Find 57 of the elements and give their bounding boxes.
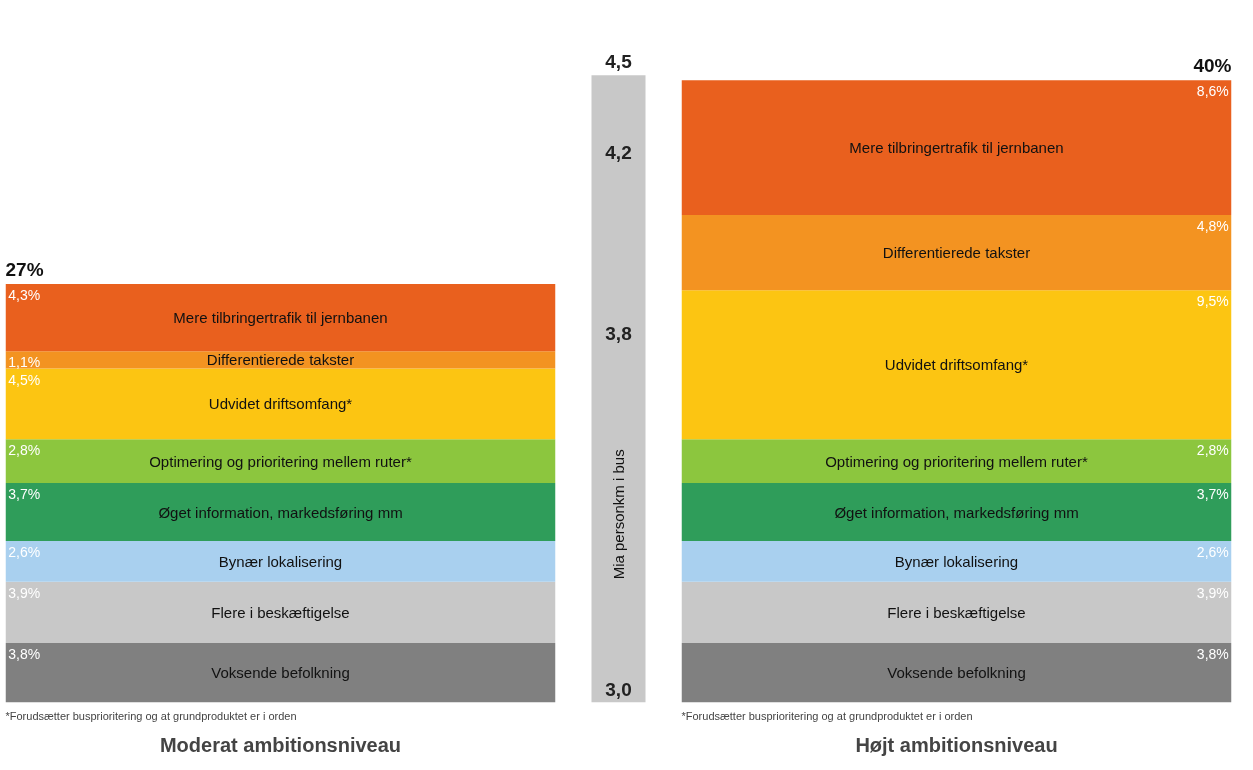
data-label: 1,1% xyxy=(8,354,41,371)
bar xyxy=(5,283,556,352)
bar xyxy=(681,439,1232,484)
bar xyxy=(681,214,1232,291)
data-label: 4,5% xyxy=(8,371,41,388)
data-label: 3,8% xyxy=(8,645,41,662)
series-label: Udvidet driftsomfang* xyxy=(884,356,1029,374)
bar xyxy=(681,581,1232,643)
text: Mia personkm i bus xyxy=(610,449,627,580)
text: *Forudsætter busprioritering og at grundproduktet er i orden xyxy=(681,709,973,722)
series-label: Optimering og prioritering mellem ruter* xyxy=(149,452,412,470)
bar xyxy=(681,80,1232,215)
bar xyxy=(5,581,556,643)
data-label: 2,6% xyxy=(8,544,41,561)
text: 4,2 xyxy=(605,141,632,163)
bar xyxy=(5,541,556,582)
data-label: 2,8% xyxy=(8,442,41,459)
text: 3,8 xyxy=(605,323,632,345)
total-label: 40% xyxy=(1193,55,1232,77)
total-label: 27% xyxy=(5,258,44,280)
series-label: Differentierede takster xyxy=(882,244,1031,262)
bar xyxy=(681,642,1232,703)
data-label: 3,7% xyxy=(8,486,41,503)
series-label: Udvidet driftsomfang* xyxy=(208,395,353,413)
series-label: Øget information, markedsføring mm xyxy=(834,503,1079,521)
series-label: Bynær lokalisering xyxy=(894,552,1019,570)
data-label: 2,6% xyxy=(1196,544,1229,561)
data-label: 2,8% xyxy=(1196,442,1229,459)
data-label: 9,5% xyxy=(1196,293,1229,310)
bar xyxy=(681,290,1232,440)
data-label: 4,3% xyxy=(8,286,41,303)
series-label: Voksende befolkning xyxy=(211,664,350,682)
bar xyxy=(681,541,1232,582)
data-label: 3,8% xyxy=(1196,645,1229,662)
bar xyxy=(5,439,556,484)
series-label: Mere tilbringertrafik til jernbanen xyxy=(173,309,388,327)
series-label: Bynær lokalisering xyxy=(218,552,343,570)
series-label: Flere i beskæftigelse xyxy=(887,603,1026,621)
bar xyxy=(681,483,1232,542)
text: 3,0 xyxy=(605,678,632,700)
text: *Forudsætter busprioritering og at grundproduktet er i orden xyxy=(5,709,297,722)
series-label: Differentierede takster xyxy=(206,351,355,369)
x-axis-title: Moderat ambitionsniveau xyxy=(159,733,402,756)
data-label: 4,8% xyxy=(1196,217,1229,234)
data-label: 3,7% xyxy=(1196,486,1229,503)
data-label: 8,6% xyxy=(1196,83,1229,100)
bar xyxy=(5,483,556,542)
x-axis-title: Højt ambitionsniveau xyxy=(855,733,1058,756)
bar xyxy=(5,351,556,369)
series-label: Voksende befolkning xyxy=(887,664,1026,682)
series-label: Mere tilbringertrafik til jernbanen xyxy=(849,139,1064,157)
series-label: Flere i beskæftigelse xyxy=(211,603,350,621)
series-label: Optimering og prioritering mellem ruter* xyxy=(825,452,1088,470)
text: 4,5 xyxy=(605,51,633,73)
bar xyxy=(5,642,556,703)
series-label: Øget information, markedsføring mm xyxy=(158,503,403,521)
bar xyxy=(5,368,556,440)
